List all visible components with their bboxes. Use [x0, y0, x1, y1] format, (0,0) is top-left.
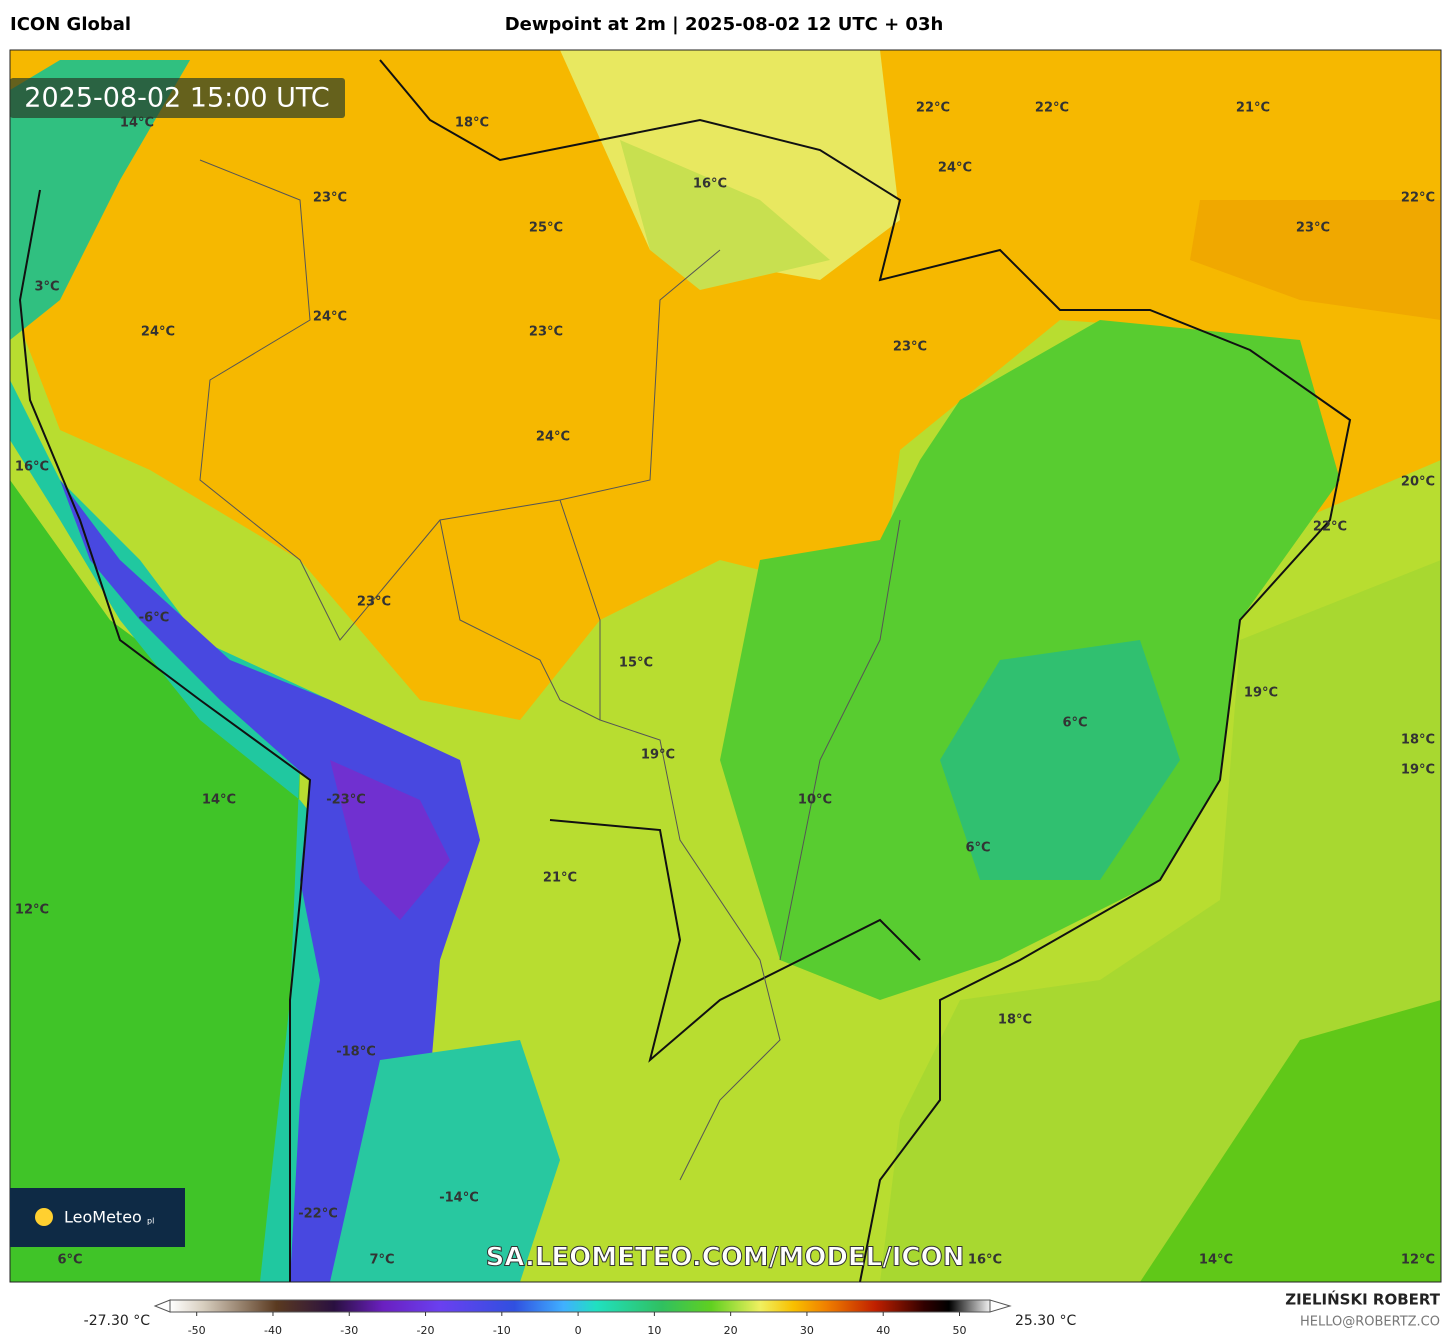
colorbar-max: 25.30 °C — [1015, 1313, 1077, 1329]
temperature-label: 20°C — [1401, 475, 1435, 490]
temperature-label: 23°C — [1296, 221, 1330, 236]
colorbar-tick-label: -40 — [264, 1324, 282, 1337]
temperature-label: 24°C — [938, 161, 972, 176]
guiana-region — [620, 140, 830, 290]
temperature-label: 6°C — [965, 841, 990, 856]
colorbar-tick-label: 20 — [724, 1324, 738, 1337]
timestamp: 2025-08-02 15:00 UTC — [24, 83, 329, 114]
temperature-label: 6°C — [1062, 716, 1087, 731]
colorbar-low-tip — [153, 1299, 171, 1313]
logo-name: LeoMeteo — [64, 1208, 142, 1227]
colorbar-fill — [169, 1299, 991, 1313]
patagonia-edge — [330, 1040, 560, 1282]
colorbar-tick-label: -10 — [493, 1324, 511, 1337]
colorbar-tick-label: 0 — [575, 1324, 582, 1337]
author: ZIELIŃSKI ROBERT — [1285, 1290, 1440, 1309]
temperature-label: 24°C — [536, 430, 570, 445]
colorbar-tick-label: 50 — [952, 1324, 966, 1337]
watermark: SA.LEOMETEO.COM/MODEL/ICON — [486, 1243, 965, 1273]
colorbar: -50 -40 -30 -20 -10 0 10 20 30 40 50 — [153, 1299, 1012, 1337]
email: HELLO@ROBERTZ.CO — [1300, 1315, 1440, 1330]
temperature-label: 7°C — [369, 1253, 394, 1268]
north-andes — [10, 60, 190, 340]
temperature-label: 22°C — [916, 101, 950, 116]
temperature-label: 23°C — [529, 325, 563, 340]
temperature-label: 18°C — [1401, 733, 1435, 748]
temperature-label: 23°C — [313, 191, 347, 206]
colorbar-tick-label: -30 — [340, 1324, 358, 1337]
temperature-label: 16°C — [693, 177, 727, 192]
driest-region — [940, 640, 1180, 880]
temperature-label: -22°C — [298, 1207, 338, 1222]
temperature-label: 23°C — [893, 340, 927, 355]
andes-dry — [60, 480, 480, 1282]
colorbar-min: -27.30 °C — [84, 1313, 151, 1329]
pacific — [10, 480, 300, 1282]
colorbar-tick-label: -50 — [188, 1324, 206, 1337]
colorbar-tick-label: 40 — [876, 1324, 890, 1337]
temperature-label: 6°C — [57, 1253, 82, 1268]
temperature-label: 22°C — [1401, 191, 1435, 206]
temperature-label: 12°C — [1401, 1253, 1435, 1268]
temperature-label: 23°C — [357, 595, 391, 610]
temperature-label: 25°C — [529, 221, 563, 236]
temperature-label: 22°C — [1035, 101, 1069, 116]
colorbar-tick-label: -20 — [417, 1324, 435, 1337]
logo-sun — [35, 1208, 53, 1226]
orange-region — [10, 50, 1441, 720]
temperature-label: 3°C — [34, 280, 59, 295]
map-frame — [9, 49, 1442, 1283]
altiplano — [330, 760, 450, 920]
temperature-label: 19°C — [1401, 763, 1435, 778]
temperature-label: 15°C — [619, 656, 653, 671]
temperature-label: -14°C — [439, 1191, 479, 1206]
temperature-label: 14°C — [1199, 1253, 1233, 1268]
temperature-label: 22°C — [1313, 520, 1347, 535]
temperature-label: 14°C — [120, 116, 154, 131]
coastlines — [18, 59, 1352, 1282]
model-name: ICON Global — [10, 14, 131, 35]
temperature-label: 10°C — [798, 793, 832, 808]
temperature-label: 19°C — [641, 748, 675, 763]
temperature-label: 24°C — [141, 325, 175, 340]
temperature-label: 16°C — [968, 1253, 1002, 1268]
map-labels: 14°C 18°C 22°C 22°C 21°C 16°C 24°C 23°C 25°C 22°C… — [15, 101, 1435, 1268]
temperature-label: 18°C — [998, 1013, 1032, 1028]
south-atlantic-cool — [1140, 1000, 1441, 1282]
colorbar-tick-label: 10 — [647, 1324, 661, 1337]
temperature-label: 21°C — [1236, 101, 1270, 116]
temperature-label: -6°C — [139, 611, 169, 626]
borders — [199, 159, 901, 1181]
atlantic-warm — [1190, 200, 1441, 320]
timestamp-box — [10, 78, 345, 118]
colorbar-tick-label: 30 — [800, 1324, 814, 1337]
map: 14°C 18°C 22°C 22°C 21°C 16°C 24°C 23°C 25°C 22°C… — [10, 50, 1441, 1282]
coastal-strip — [10, 380, 380, 1282]
map-title: Dewpoint at 2m | 2025-08-02 12 UTC + 03h — [505, 14, 944, 35]
temperature-label: -23°C — [326, 793, 366, 808]
temperature-label: 24°C — [313, 310, 347, 325]
temperature-label: 14°C — [202, 793, 236, 808]
logo-suffix: pl — [147, 1217, 154, 1226]
colorbar-high-tip — [989, 1299, 1012, 1313]
temperature-label: 21°C — [543, 871, 577, 886]
temperature-label: 12°C — [15, 903, 49, 918]
temperature-label: 19°C — [1244, 686, 1278, 701]
temperature-label: 16°C — [15, 460, 49, 475]
temperature-label: 18°C — [455, 116, 489, 131]
temperature-label: -18°C — [336, 1045, 376, 1060]
